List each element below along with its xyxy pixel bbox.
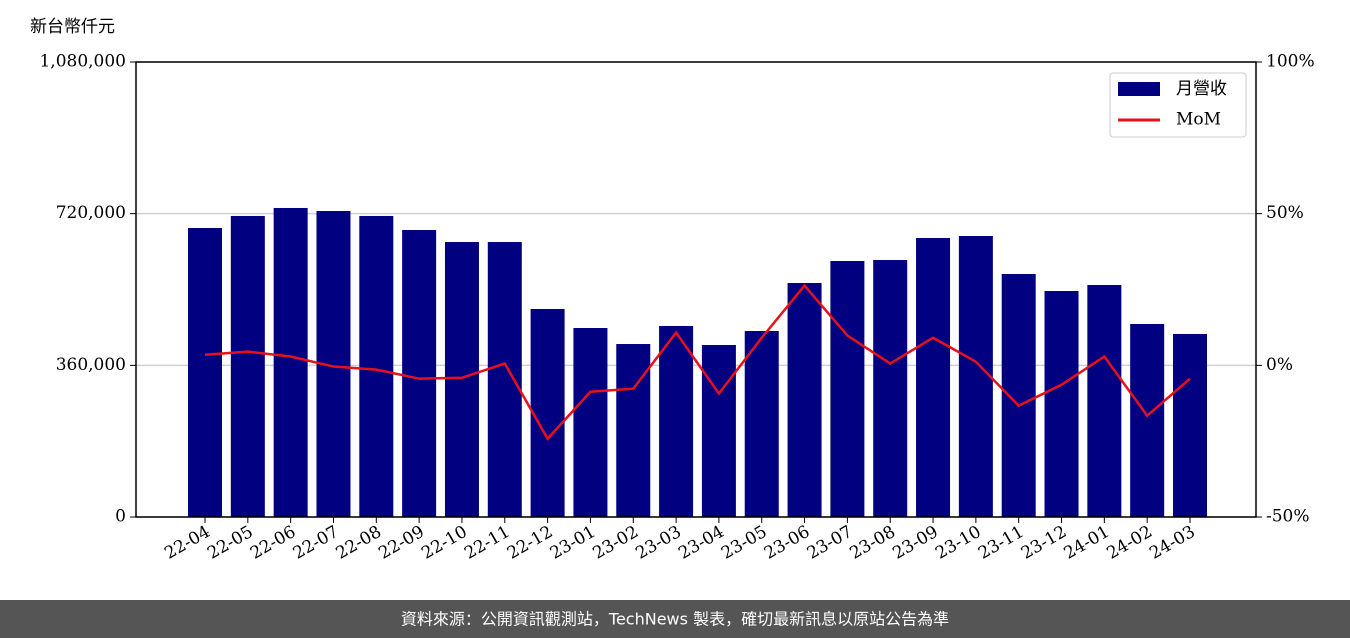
y2-tick-label: 100% (1266, 52, 1315, 72)
bar (701, 344, 736, 517)
x-tick-label: 23-10 (932, 522, 984, 564)
bar (487, 242, 522, 518)
bar (359, 215, 394, 517)
y-tick-label: 720,000 (56, 203, 126, 223)
bar (1173, 333, 1207, 517)
bar (230, 215, 265, 517)
bar (659, 325, 694, 517)
bar (273, 207, 308, 517)
bar (188, 227, 222, 518)
footer-bar (0, 600, 1350, 638)
y-axis-label: 新台幣仟元 (30, 17, 115, 37)
bar (1044, 291, 1079, 517)
legend-label: MoM (1176, 110, 1221, 130)
x-tick-label: 22-07 (290, 522, 342, 564)
x-tick-label: 24-02 (1103, 522, 1155, 564)
x-tick-label: 24-03 (1146, 522, 1198, 564)
y2-tick-label: 50% (1266, 203, 1304, 223)
x-tick-label: 22-08 (333, 522, 385, 564)
y2-tick-label: 0% (1266, 355, 1293, 375)
x-tick-label: 22-09 (375, 522, 427, 564)
x-tick-label: 23-06 (761, 522, 813, 564)
bar (1087, 284, 1122, 517)
x-tick-label: 22-06 (247, 522, 299, 564)
bar (1130, 324, 1165, 517)
y-tick-label: 1,080,000 (39, 52, 126, 72)
bar (916, 238, 951, 518)
bar (444, 242, 479, 518)
bar (873, 260, 908, 517)
x-tick-label: 22-12 (504, 522, 556, 564)
x-tick-label: 22-05 (204, 522, 256, 564)
bar (530, 309, 565, 517)
y-tick-label: 360,000 (56, 355, 126, 375)
x-tick-label: 22-10 (418, 522, 470, 564)
x-tick-label: 23-07 (804, 522, 856, 564)
bar (1001, 273, 1036, 517)
x-tick-label: 23-01 (547, 522, 599, 564)
x-tick-label: 23-03 (632, 522, 684, 564)
x-tick-label: 23-11 (975, 522, 1027, 564)
plot-frame (135, 61, 1257, 518)
x-tick-label: 22-11 (461, 522, 513, 564)
line (204, 283, 1191, 441)
bar (402, 230, 437, 517)
x-tick-label: 23-05 (718, 522, 770, 564)
legend-swatch (1118, 82, 1160, 96)
bar (787, 283, 822, 517)
x-tick-label: 24-01 (1061, 522, 1113, 564)
x-tick-label: 23-09 (889, 522, 941, 564)
bar (830, 261, 865, 517)
legend-label: 月營收 (1176, 79, 1227, 99)
x-tick-label: 23-12 (1018, 522, 1070, 564)
x-tick-label: 23-02 (590, 522, 642, 564)
bar (573, 328, 608, 517)
bar (744, 330, 779, 517)
bar (958, 235, 993, 518)
x-tick-label: 23-04 (675, 522, 727, 564)
x-tick-label: 22-04 (161, 522, 213, 564)
y2-tick-label: -50% (1266, 507, 1310, 527)
y-tick-label: 0 (115, 507, 126, 527)
x-tick-label: 23-08 (847, 522, 899, 564)
footer-text: 資料來源：公開資訊觀測站，TechNews 製表，確切最新訊息以原站公告為準 (401, 610, 949, 629)
bar (616, 344, 651, 517)
